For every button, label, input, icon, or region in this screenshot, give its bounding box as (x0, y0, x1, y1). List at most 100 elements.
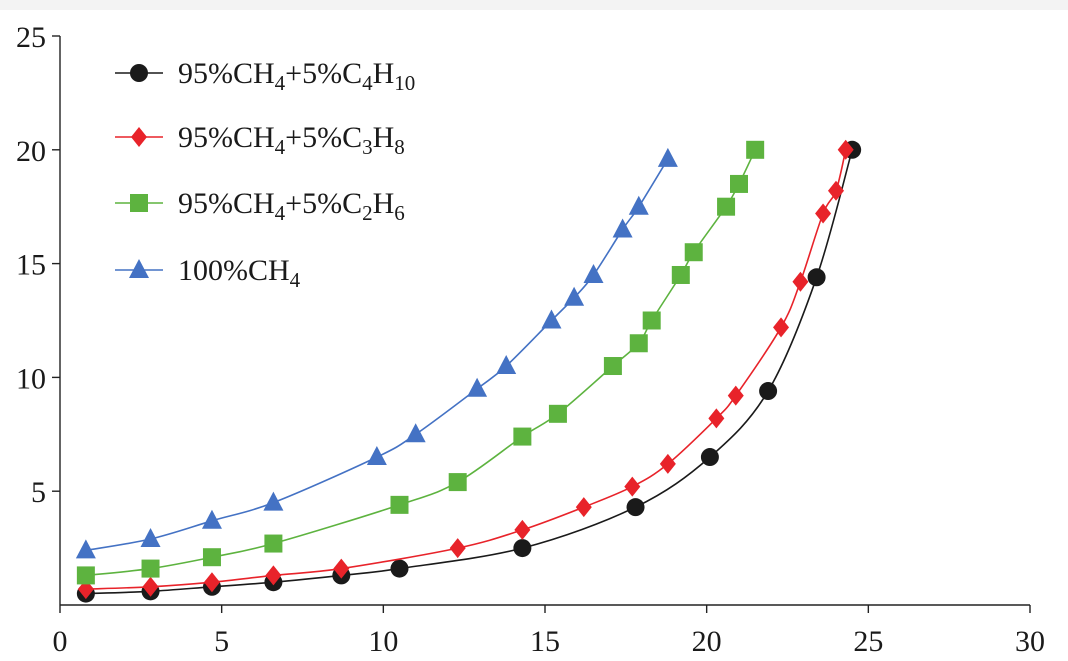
data-point-square (717, 197, 736, 216)
data-point-triangle (75, 539, 96, 559)
data-point-diamond (624, 476, 641, 497)
series-diamond (77, 139, 854, 600)
data-point-circle (390, 559, 409, 578)
data-point-circle (700, 448, 719, 467)
data-point-square (141, 559, 160, 578)
legend-subscript: 4 (275, 71, 286, 95)
data-point-circle (807, 268, 826, 287)
data-point-square (629, 334, 648, 353)
y-tick-label: 10 (16, 362, 46, 395)
data-point-square (684, 243, 703, 262)
legend-subscript: 4 (275, 135, 286, 159)
data-point-diamond (514, 519, 531, 540)
data-point-triangle (496, 355, 517, 375)
legend-marker-square (130, 194, 148, 212)
data-point-diamond (659, 453, 676, 474)
legend-label: 95%CH4+5%C4H10 (178, 57, 415, 95)
legend-subscript: 10 (394, 71, 415, 95)
data-point-triangle (657, 147, 678, 167)
data-point-circle (759, 382, 778, 401)
x-tick-label: 30 (1015, 625, 1045, 658)
data-point-diamond (575, 497, 592, 518)
legend-subscript: 2 (362, 201, 373, 225)
x-tick-label: 10 (368, 625, 398, 658)
legend-subscript: 8 (394, 135, 405, 159)
data-point-triangle (366, 446, 387, 466)
legend-text: H (373, 57, 395, 90)
data-point-triangle (612, 218, 633, 238)
data-point-diamond (142, 576, 159, 597)
data-point-diamond (727, 385, 744, 406)
data-point-triangle (628, 195, 649, 215)
data-point-diamond (265, 565, 282, 586)
data-point-diamond (708, 408, 725, 429)
legend-marker-triangle (129, 259, 149, 278)
data-point-square (603, 357, 622, 376)
legend-text: 100%CH (178, 254, 290, 287)
legend-subscript: 3 (362, 135, 373, 159)
series-layer (75, 139, 862, 603)
series-square (76, 140, 765, 585)
legend-label: 95%CH4+5%C2H6 (178, 187, 405, 225)
data-point-square (746, 140, 765, 159)
legend-marker-circle (130, 64, 148, 82)
x-tick-label: 0 (53, 625, 68, 658)
data-point-square (642, 311, 661, 330)
data-point-circle (626, 498, 645, 517)
data-point-diamond (837, 139, 854, 160)
data-point-circle (513, 539, 532, 558)
legend-text: 95%CH (178, 187, 275, 220)
x-tick-label: 25 (853, 625, 883, 658)
legend-subscript: 6 (394, 201, 405, 225)
legend-label: 95%CH4+5%C3H8 (178, 121, 405, 159)
legend-marker-diamond (131, 127, 147, 147)
data-point-square (390, 495, 409, 514)
legend-text: +5%C (285, 57, 362, 90)
data-point-triangle (263, 491, 284, 511)
legend-text: 95%CH (178, 57, 275, 90)
data-point-diamond (449, 538, 466, 559)
x-tick-label: 20 (692, 625, 722, 658)
y-tick-label: 15 (16, 249, 46, 282)
data-point-diamond (773, 317, 790, 338)
series-triangle (75, 147, 678, 559)
legend-item: 95%CH4+5%C2H6 (115, 187, 405, 225)
x-tick-label: 5 (214, 625, 229, 658)
data-point-square (730, 174, 748, 193)
legend-text: H (373, 187, 395, 220)
data-point-triangle (541, 309, 562, 329)
legend-text: 95%CH (178, 121, 275, 154)
data-point-square (548, 404, 567, 423)
data-point-diamond (333, 558, 350, 579)
legend-item: 95%CH4+5%C4H10 (115, 57, 415, 95)
data-point-square (448, 473, 467, 492)
data-point-diamond (203, 572, 220, 593)
data-point-triangle (140, 527, 161, 547)
axes: 0 5 10 15 20 25 30 5 10 15 20 25 (16, 21, 1045, 658)
data-point-diamond (828, 180, 844, 201)
x-tick-label: 15 (530, 625, 560, 658)
data-point-triangle (467, 377, 488, 397)
data-point-triangle (564, 286, 585, 306)
y-tick-label: 25 (16, 21, 46, 54)
legend-text: +5%C (285, 121, 362, 154)
data-point-square (671, 265, 690, 284)
data-point-triangle (583, 263, 604, 283)
data-point-square (202, 548, 221, 567)
data-point-diamond (792, 271, 809, 292)
data-point-square (264, 534, 283, 553)
legend-subscript: 4 (290, 268, 301, 292)
legend-item: 100%CH4 (115, 254, 301, 292)
data-point-diamond (815, 203, 832, 224)
legend-label: 100%CH4 (178, 254, 301, 292)
top-band (0, 0, 1068, 10)
legend: 95%CH4+5%C4H1095%CH4+5%C3H895%CH4+5%C2H6… (115, 57, 415, 292)
data-point-triangle (405, 423, 426, 443)
data-point-square (76, 566, 95, 585)
y-tick-label: 5 (31, 476, 46, 509)
data-point-triangle (201, 509, 222, 529)
data-point-square (513, 427, 532, 446)
legend-item: 95%CH4+5%C3H8 (115, 121, 405, 159)
